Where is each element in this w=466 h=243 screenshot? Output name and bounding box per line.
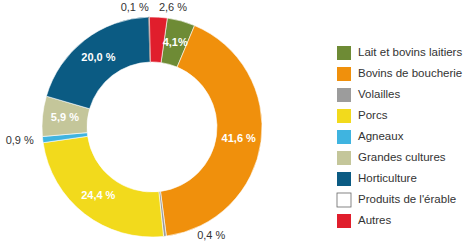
- legend-swatch: [337, 151, 351, 165]
- legend-swatch: [337, 130, 351, 144]
- data-label: 2,6 %: [159, 1, 187, 13]
- slice: [43, 136, 163, 237]
- data-label: 20,0 %: [81, 51, 115, 63]
- data-labels: 4,1% 41,6 % 0,4 % 24,4 % 0,9 % 5,9 % 20,0 % 0,1…: [6, 1, 256, 241]
- slices: [42, 17, 262, 237]
- chart: 4,1% 41,6 % 0,4 % 24,4 % 0,9 % 5,9 % 20,0 % 0,1…: [0, 0, 466, 243]
- legend: Lait et bovins laitiers Bovins de boucher…: [337, 46, 462, 228]
- legend-swatch: [337, 214, 351, 228]
- data-label: 5,9 %: [51, 111, 79, 123]
- legend-label: Porcs: [358, 109, 388, 121]
- slice: [46, 17, 150, 109]
- legend-swatch: [337, 67, 351, 81]
- legend-label: Lait et bovins laitiers: [358, 46, 462, 58]
- legend-label: Bovins de boucherie: [358, 67, 462, 79]
- legend-swatch: [337, 193, 351, 207]
- legend-swatch: [337, 46, 351, 60]
- legend-swatch: [337, 109, 351, 123]
- legend-label: Horticulture: [358, 172, 417, 184]
- data-label: 41,6 %: [222, 132, 256, 144]
- legend-swatch: [337, 172, 351, 186]
- data-label: 0,4 %: [197, 229, 225, 241]
- data-label: 24,4 %: [81, 189, 115, 201]
- legend-label: Produits de l'érable: [358, 193, 456, 205]
- legend-label: Agneaux: [358, 130, 404, 142]
- slice: [160, 26, 262, 236]
- legend-label: Volailles: [358, 88, 400, 100]
- data-label: 0,1 %: [121, 1, 149, 13]
- legend-label: Autres: [358, 214, 391, 226]
- data-label: 0,9 %: [6, 134, 34, 146]
- legend-label: Grandes cultures: [358, 151, 446, 163]
- data-label: 4,1%: [163, 36, 188, 48]
- legend-swatch: [337, 88, 351, 102]
